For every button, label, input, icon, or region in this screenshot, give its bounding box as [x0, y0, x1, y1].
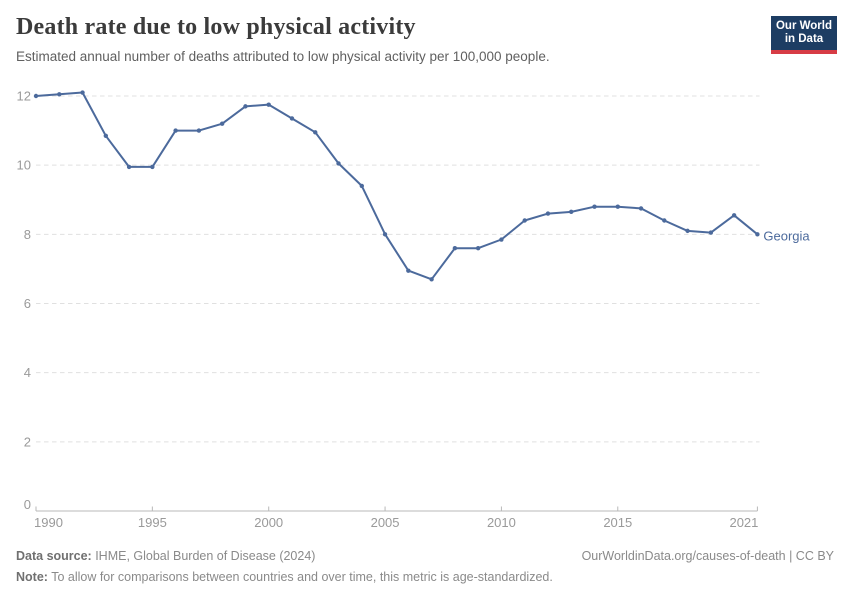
chart-title: Death rate due to low physical activity: [16, 14, 416, 40]
data-point-marker: [103, 133, 109, 138]
data-point-marker: [475, 245, 481, 251]
owid-logo-line1: Our World: [775, 20, 832, 32]
owid-logo-line2: in Data: [784, 33, 824, 45]
x-tick-label: 2015: [603, 515, 632, 530]
x-tick-label: 2010: [487, 515, 516, 530]
data-source-label: Data source:: [16, 549, 92, 563]
data-point-marker: [429, 277, 434, 282]
data-point-marker: [592, 204, 597, 209]
data-point-marker: [499, 237, 504, 242]
note-line: Note: To allow for comparisons between c…: [16, 567, 834, 588]
data-point-marker: [615, 204, 620, 209]
data-point-marker: [708, 230, 714, 235]
data-point-marker: [382, 232, 388, 237]
data-point-marker: [80, 90, 85, 95]
data-point-marker: [569, 209, 574, 215]
x-tick-label: 2005: [371, 515, 400, 530]
owid-logo: Our World in Data: [771, 16, 837, 50]
data-point-marker: [126, 164, 132, 170]
data-point-marker: [33, 93, 39, 99]
trend-line: [35, 91, 759, 281]
data-point-marker: [452, 245, 458, 251]
note-label: Note:: [16, 570, 48, 584]
data-point-marker: [406, 268, 411, 273]
data-point-marker: [243, 104, 248, 109]
data-point-marker: [638, 206, 644, 211]
data-point-marker: [731, 213, 737, 218]
owid-logo-red-bar: [771, 50, 837, 54]
data-point-marker: [755, 232, 760, 237]
x-tick-label: 2000: [254, 515, 283, 530]
owid-citation-link[interactable]: OurWorldinData.org/causes-of-death | CC …: [581, 549, 834, 563]
chart-footer: Data source: IHME, Global Burden of Dise…: [16, 546, 834, 588]
series-entity-label: Georgia: [763, 228, 810, 243]
y-tick-label: 12: [17, 89, 31, 104]
data-point-marker: [196, 128, 202, 133]
data-point-marker: [685, 228, 690, 234]
data-point-marker: [522, 218, 527, 223]
y-tick-label: 0: [24, 497, 31, 512]
data-point-marker: [545, 211, 551, 216]
data-point-marker: [289, 116, 295, 121]
x-tick-label: 1995: [138, 515, 167, 530]
data-point-marker: [219, 121, 225, 126]
data-point-marker: [173, 128, 178, 133]
data-point-marker: [359, 183, 364, 189]
y-tick-label: 4: [24, 365, 31, 380]
note-text: To allow for comparisons between countri…: [47, 570, 553, 584]
y-tick-label: 6: [24, 296, 31, 311]
data-point-marker: [266, 102, 271, 107]
y-tick-label: 8: [24, 227, 31, 242]
y-tick-label: 2: [24, 434, 31, 449]
data-point-marker: [313, 130, 318, 135]
x-tick-label: 1990: [34, 515, 63, 530]
chart-subtitle: Estimated annual number of deaths attrib…: [16, 49, 550, 64]
data-point-marker: [662, 218, 667, 223]
x-tick-label: 2021: [729, 515, 758, 530]
y-tick-label: 10: [17, 158, 31, 173]
data-point-marker: [336, 161, 341, 166]
data-point-marker: [57, 92, 62, 97]
data-source-line: Data source: IHME, Global Burden of Dise…: [16, 546, 834, 567]
data-source-text: IHME, Global Burden of Disease (2024): [91, 549, 316, 563]
data-point-marker: [150, 164, 155, 170]
